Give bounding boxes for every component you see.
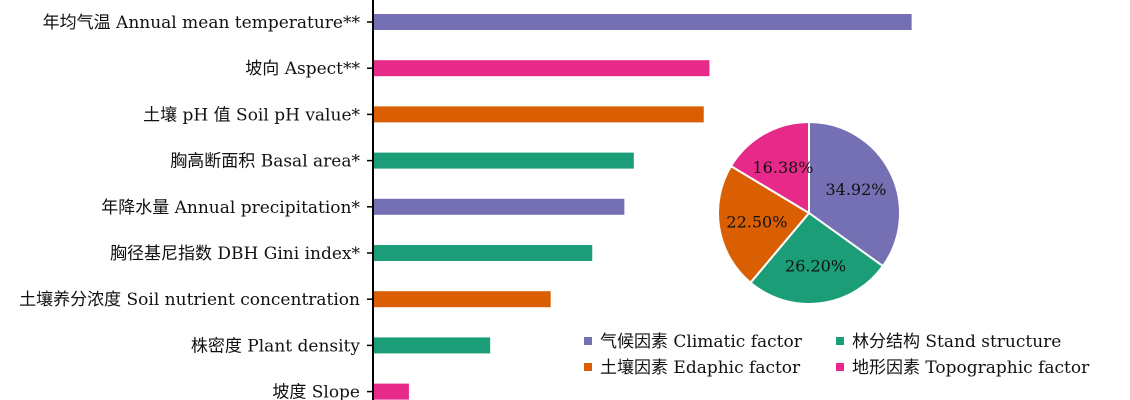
category-label: 胸高断面积 Basal area*	[170, 152, 360, 172]
legend-label: 地形因素 Topographic factor	[852, 358, 1090, 378]
legend-label: 林分结构 Stand structure	[852, 332, 1061, 352]
legend-swatch-topographic	[836, 363, 844, 371]
bar-6	[373, 245, 593, 261]
legend-swatch-climatic	[584, 337, 592, 345]
category-label: 坡向 Aspect**	[245, 59, 360, 79]
bar-7	[373, 291, 551, 308]
pie-slice-label: 22.50%	[726, 213, 787, 232]
pie-chart: 34.92% 26.20% 22.50% 16.38%	[717, 120, 901, 305]
category-label: 年降水量 Annual precipitation*	[101, 198, 360, 218]
bar-1	[373, 14, 912, 30]
pie-slice-edaphic	[717, 164, 811, 285]
category-label: 土壤 pH 值 Soil pH value*	[143, 104, 360, 125]
bar-chart: 年均气温 Annual mean temperature** 坡向 Aspect*…	[19, 13, 912, 400]
legend-swatch-edaphic	[584, 363, 592, 371]
pie-slice-stand	[749, 211, 885, 305]
bar-2	[373, 60, 710, 77]
bar-3	[373, 106, 704, 123]
category-label: 年均气温 Annual mean temperature**	[43, 13, 361, 33]
legend-swatch-stand	[836, 337, 844, 345]
pie-slice-label: 16.38%	[753, 158, 814, 177]
bar-9	[373, 383, 409, 400]
pie-slice-climatic	[808, 120, 901, 268]
category-label: 株密度 Plant density	[191, 336, 360, 356]
pie-slice-label: 26.20%	[785, 256, 846, 275]
pie-slice-label: 34.92%	[825, 180, 886, 199]
legend: 气候因素 Climatic factor 林分结构 Stand structure…	[584, 332, 1090, 378]
category-label: 胸径基尼指数 DBH Gini index*	[110, 244, 360, 264]
pie-slice-topographic	[729, 120, 810, 215]
bar-8	[373, 337, 491, 354]
bar-5	[373, 198, 625, 215]
bar-4	[373, 152, 634, 169]
category-label: 土壤养分浓度 Soil nutrient concentration	[19, 289, 360, 310]
legend-label: 土壤因素 Edaphic factor	[600, 357, 801, 378]
legend-label: 气候因素 Climatic factor	[600, 332, 803, 352]
category-label: 坡度 Slope	[272, 383, 360, 400]
